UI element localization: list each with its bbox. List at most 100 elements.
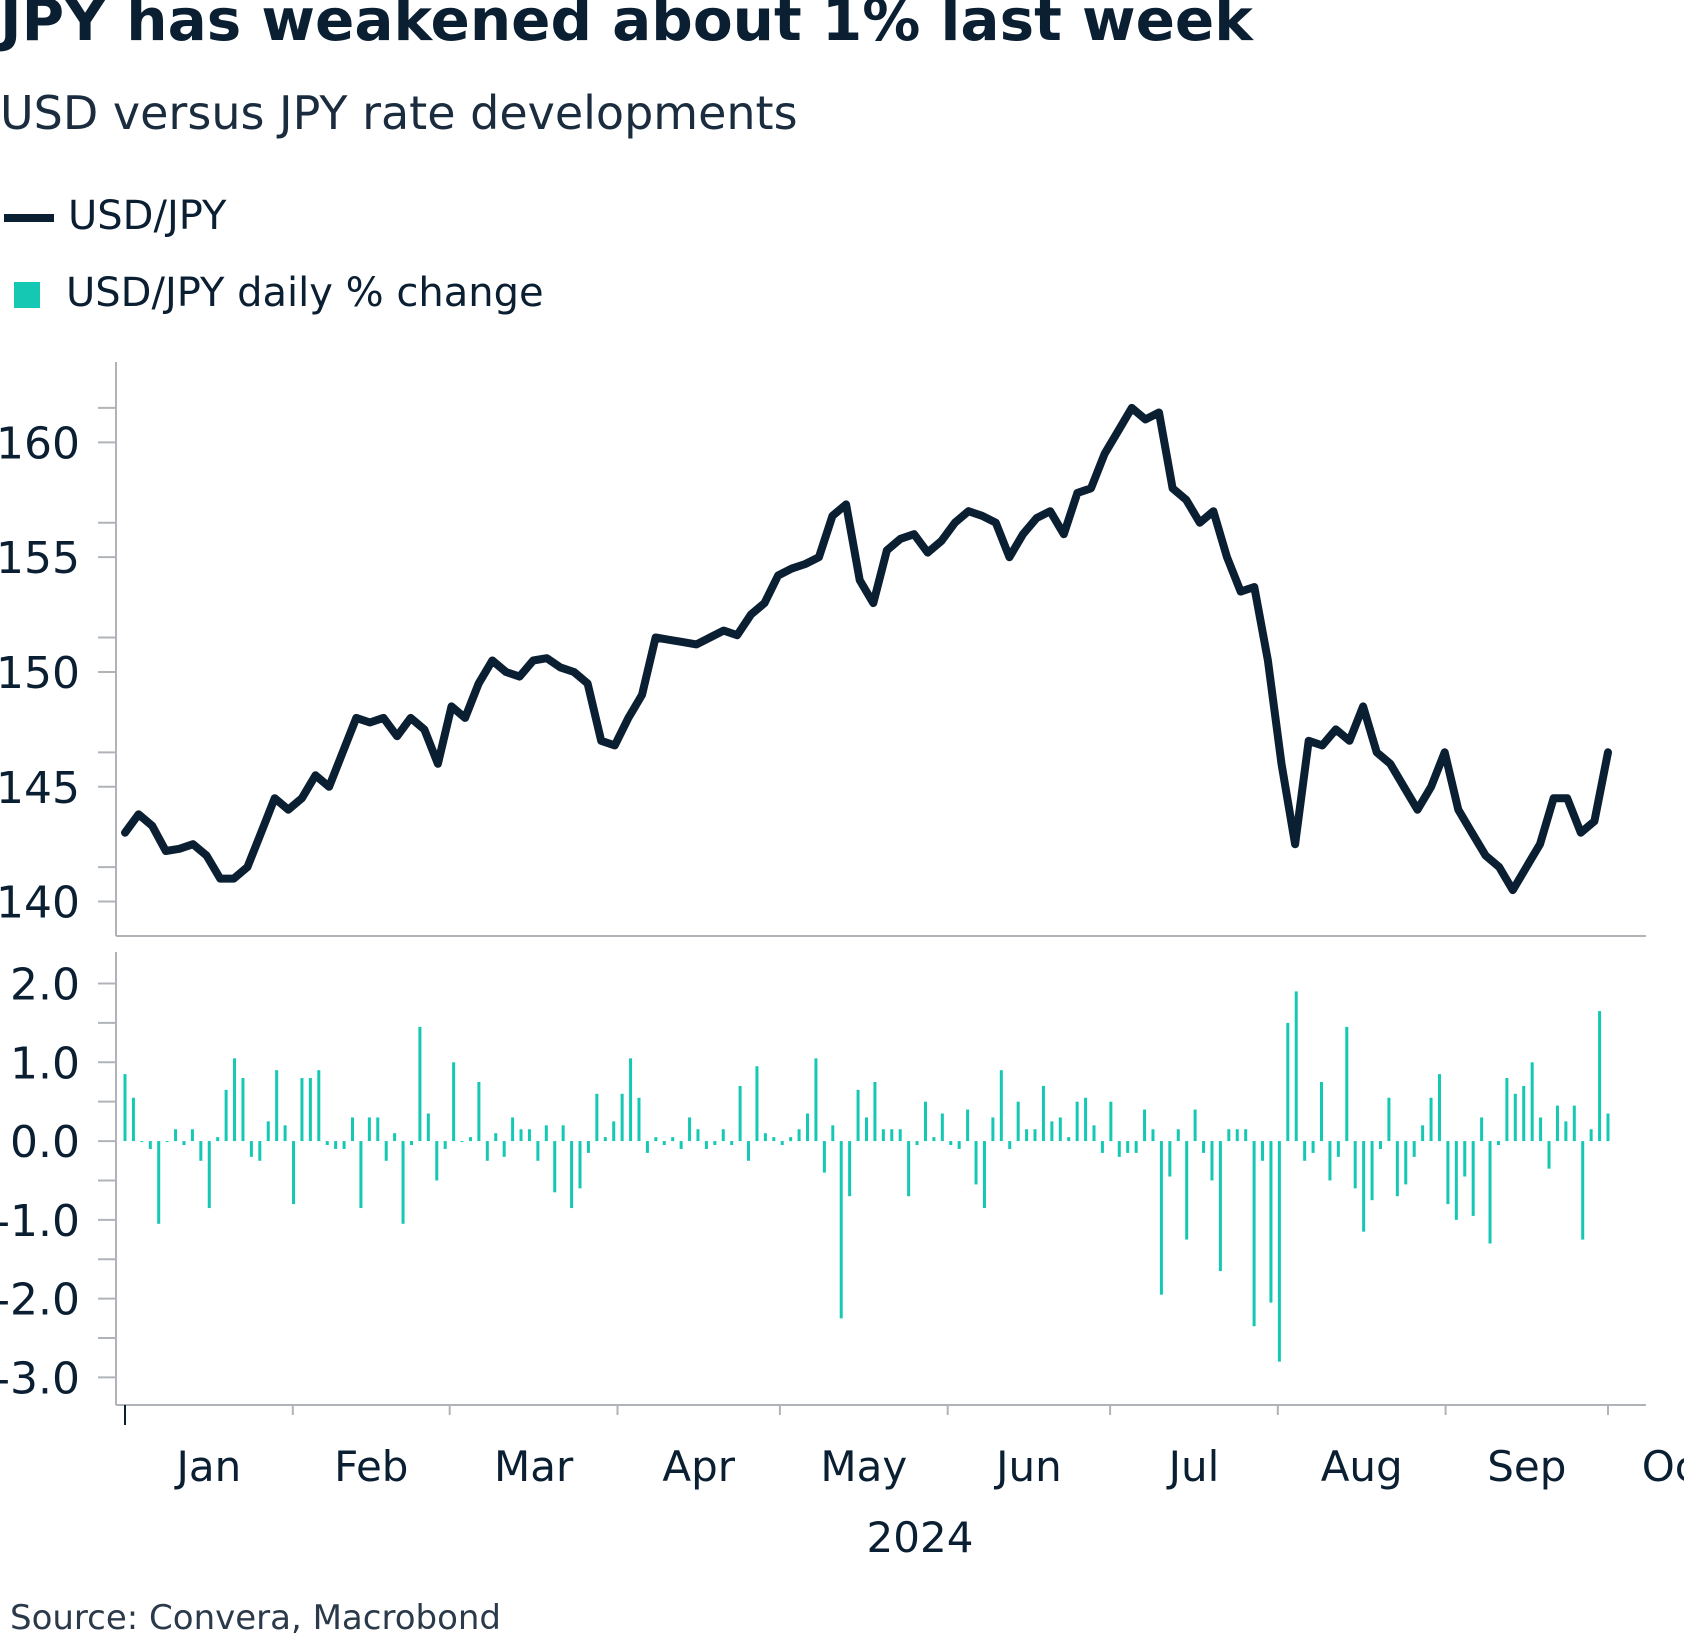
line-panel-y-tick-label: 160 bbox=[0, 418, 80, 469]
daily-change-bar bbox=[1168, 1141, 1172, 1177]
daily-change-bar bbox=[292, 1141, 296, 1205]
daily-change-bar bbox=[1084, 1097, 1088, 1142]
daily-change-bar bbox=[1589, 1129, 1593, 1142]
daily-change-bar bbox=[266, 1121, 270, 1142]
daily-change-bar bbox=[384, 1141, 388, 1161]
legend-label-daily-change: USD/JPY daily % change bbox=[66, 270, 544, 316]
daily-change-bar bbox=[755, 1066, 759, 1142]
x-axis-label: 2024 bbox=[867, 1513, 974, 1562]
daily-change-bar bbox=[1126, 1141, 1130, 1153]
daily-change-bar bbox=[140, 1141, 144, 1143]
chart-subtitle: USD versus JPY rate developments bbox=[0, 86, 798, 140]
daily-change-bar bbox=[1176, 1129, 1180, 1142]
daily-change-bar bbox=[527, 1129, 531, 1142]
daily-change-bar bbox=[1328, 1141, 1332, 1181]
daily-change-bar bbox=[1134, 1141, 1138, 1153]
line-panel-y-tick-label: 140 bbox=[0, 878, 80, 929]
daily-change-bar bbox=[1244, 1129, 1248, 1142]
daily-change-bar bbox=[258, 1141, 262, 1161]
daily-change-bar bbox=[780, 1141, 784, 1146]
daily-change-bar bbox=[1261, 1141, 1265, 1161]
daily-change-bar bbox=[1117, 1141, 1121, 1157]
daily-change-bar bbox=[662, 1141, 666, 1146]
daily-change-bar bbox=[1505, 1078, 1509, 1142]
daily-change-bar bbox=[612, 1121, 616, 1142]
bar-panel-y-tick-label: -3.0 bbox=[0, 1353, 80, 1404]
daily-change-bar bbox=[241, 1078, 245, 1142]
daily-change-bar bbox=[721, 1129, 725, 1142]
daily-change-bar bbox=[982, 1141, 986, 1209]
daily-change-bar bbox=[1446, 1141, 1450, 1205]
daily-change-bar bbox=[1429, 1097, 1433, 1142]
daily-change-bar bbox=[932, 1137, 936, 1142]
daily-change-bar bbox=[502, 1141, 506, 1157]
daily-change-bar bbox=[468, 1137, 472, 1142]
daily-change-bar bbox=[1606, 1113, 1610, 1142]
x-axis-tick-label: Aug bbox=[1321, 1442, 1403, 1491]
daily-change-bar bbox=[418, 1026, 422, 1142]
daily-change-bar bbox=[435, 1141, 439, 1181]
daily-change-bar bbox=[966, 1109, 970, 1142]
daily-change-bar bbox=[1404, 1141, 1408, 1185]
daily-change-bar bbox=[426, 1113, 430, 1142]
daily-change-bar bbox=[1471, 1141, 1475, 1216]
daily-change-bar bbox=[814, 1058, 818, 1142]
daily-change-bar bbox=[1395, 1141, 1399, 1197]
line-panel-y-tick-label: 150 bbox=[0, 648, 80, 699]
daily-change-bar bbox=[654, 1137, 658, 1142]
daily-change-bar bbox=[940, 1113, 944, 1142]
daily-change-bar bbox=[949, 1141, 953, 1146]
daily-change-bar bbox=[1075, 1101, 1079, 1142]
daily-change-bar bbox=[603, 1137, 607, 1142]
daily-change-bar bbox=[915, 1141, 919, 1146]
x-axis-tick-label: Jun bbox=[993, 1442, 1062, 1491]
daily-change-bar bbox=[578, 1141, 582, 1189]
daily-change-bar bbox=[730, 1141, 734, 1146]
daily-change-bar bbox=[1067, 1137, 1071, 1142]
daily-change-bar bbox=[485, 1141, 489, 1161]
daily-change-bar bbox=[1008, 1141, 1012, 1149]
daily-change-bar bbox=[1143, 1109, 1147, 1142]
daily-change-bar bbox=[1581, 1141, 1585, 1240]
daily-change-bar bbox=[1345, 1026, 1349, 1142]
x-axis-tick-label: Sep bbox=[1487, 1442, 1566, 1491]
daily-change-bar bbox=[772, 1137, 776, 1142]
bar-panel-axes: -3.0 -2.0 -1.0 0.0 1.0 2.0 bbox=[0, 952, 1646, 1406]
daily-change-bar bbox=[553, 1141, 557, 1193]
daily-change-bar bbox=[1210, 1141, 1214, 1181]
daily-change-bar bbox=[991, 1117, 995, 1142]
daily-change-bar bbox=[747, 1141, 751, 1161]
daily-change-bar bbox=[1522, 1085, 1526, 1142]
daily-change-bar bbox=[249, 1141, 253, 1157]
daily-change-bar bbox=[452, 1062, 456, 1142]
daily-change-bar bbox=[822, 1141, 826, 1173]
daily-change-bar bbox=[174, 1129, 178, 1142]
daily-change-bar bbox=[1050, 1121, 1054, 1142]
daily-change-bar bbox=[974, 1141, 978, 1185]
daily-change-bar bbox=[1547, 1141, 1551, 1169]
daily-change-bar bbox=[1218, 1141, 1222, 1272]
daily-change-bar bbox=[898, 1129, 902, 1142]
daily-change-bar bbox=[317, 1070, 321, 1142]
daily-change-bar bbox=[865, 1117, 868, 1142]
daily-change-bar bbox=[1598, 1011, 1602, 1142]
bar-panel-y-tick-label: 1.0 bbox=[10, 1038, 80, 1089]
daily-change-bar bbox=[325, 1141, 329, 1146]
daily-change-bar bbox=[460, 1141, 464, 1143]
bar-panel-y-tick-label: -2.0 bbox=[0, 1275, 80, 1326]
daily-change-bar bbox=[511, 1117, 515, 1142]
daily-change-bar bbox=[182, 1141, 186, 1146]
legend-item-usdjpy: USD/JPY bbox=[0, 193, 226, 239]
daily-change-bar bbox=[351, 1117, 355, 1142]
daily-change-bar bbox=[131, 1097, 135, 1142]
daily-change-bar bbox=[1320, 1081, 1324, 1142]
daily-change-bar bbox=[831, 1125, 835, 1142]
daily-change-bars bbox=[123, 991, 1610, 1362]
daily-change-bar bbox=[1025, 1129, 1029, 1142]
daily-change-bar bbox=[704, 1141, 708, 1149]
daily-change-bar bbox=[123, 1074, 127, 1142]
daily-change-bar bbox=[1092, 1125, 1096, 1142]
daily-change-bar bbox=[1572, 1105, 1576, 1142]
daily-change-bar bbox=[334, 1141, 338, 1149]
x-axis-tick-label: Mar bbox=[494, 1442, 574, 1491]
